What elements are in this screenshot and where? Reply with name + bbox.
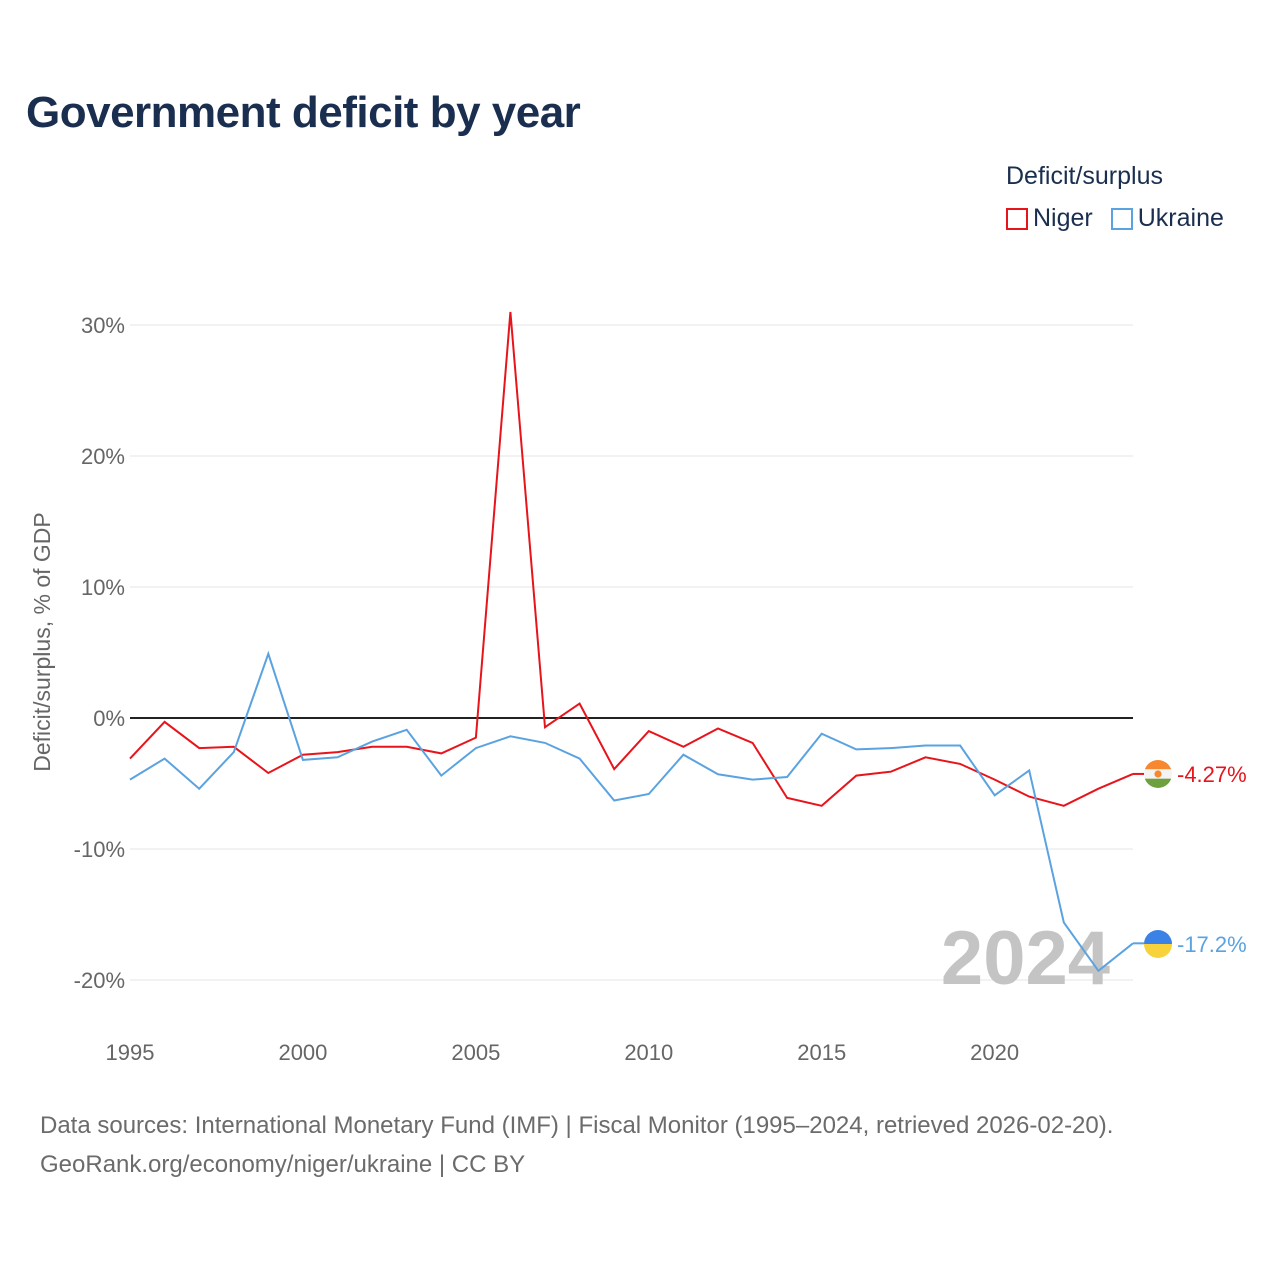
ukraine-end-label: -17.2%	[1177, 932, 1247, 957]
niger-end-label: -4.27%	[1177, 762, 1247, 787]
year-watermark: 2024	[941, 916, 1110, 1001]
x-tick-label: 2020	[970, 1040, 1019, 1065]
series-line-ukraine[interactable]	[129, 650, 1134, 973]
legend-title: Deficit/surplus	[1006, 162, 1163, 190]
y-tick-label: 30%	[81, 313, 125, 338]
y-tick-label: 0%	[93, 706, 125, 731]
x-tick-label: 2010	[624, 1040, 673, 1065]
x-tick-label: 1995	[106, 1040, 155, 1065]
chart-title: Government deficit by year	[26, 88, 581, 137]
x-tick-label: 2000	[278, 1040, 327, 1065]
legend-label-niger: Niger	[1033, 204, 1093, 232]
legend-swatch-niger	[1006, 207, 1028, 230]
data-source-note: Data sources: International Monetary Fun…	[40, 1106, 1113, 1184]
y-tick-label: -10%	[74, 837, 125, 862]
source-line-2[interactable]: GeoRank.org/economy/niger/ukraine | CC B…	[40, 1151, 526, 1178]
legend-item-ukraine[interactable]: Ukraine	[1110, 204, 1224, 233]
x-tick-label: 2015	[797, 1040, 846, 1065]
legend-item-niger[interactable]: Niger	[1006, 204, 1093, 233]
y-tick-label: -20%	[74, 968, 125, 993]
ukraine-flag-icon	[1144, 930, 1172, 958]
x-tick-label: 2005	[451, 1040, 500, 1065]
series-line-niger[interactable]	[129, 311, 1134, 807]
source-line-1: Data sources: International Monetary Fun…	[40, 1112, 1114, 1139]
y-tick-label: 20%	[81, 444, 125, 469]
y-tick-label: 10%	[81, 575, 125, 600]
y-axis-label: Deficit/surplus, % of GDP	[29, 512, 55, 771]
legend-label-ukraine: Ukraine	[1137, 204, 1224, 232]
niger-flag-icon	[1144, 760, 1172, 788]
legend-swatch-ukraine	[1110, 207, 1133, 230]
legend: Niger Ukraine	[1006, 204, 1242, 233]
